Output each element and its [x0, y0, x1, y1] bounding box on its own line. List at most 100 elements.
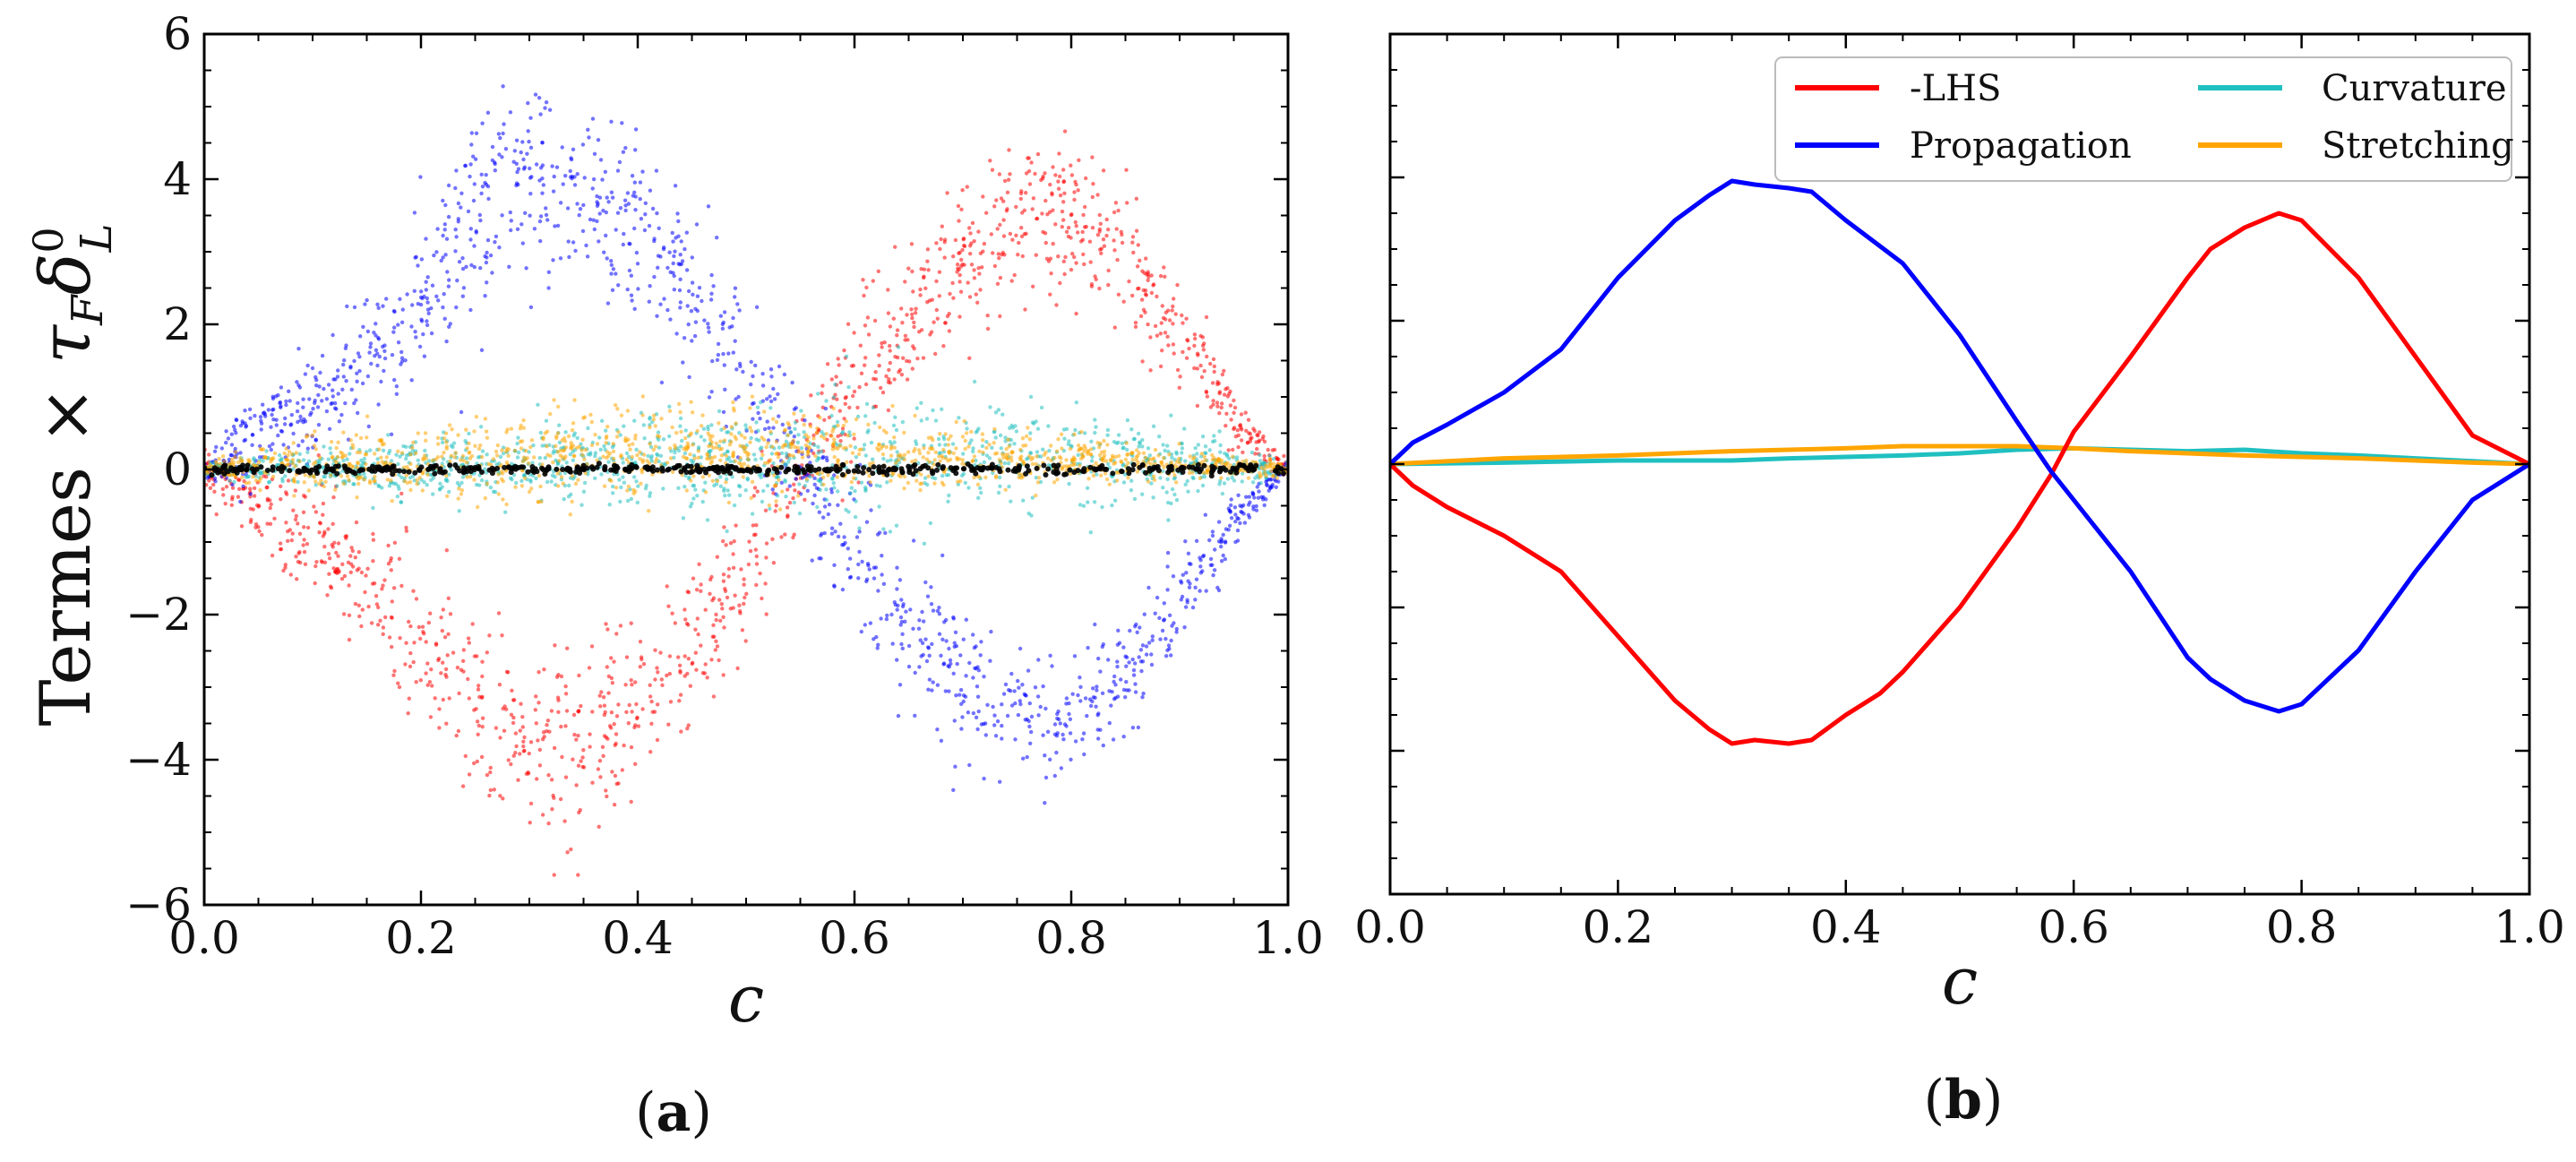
scatter-point — [988, 159, 992, 163]
scatter-point — [296, 383, 301, 388]
scatter-point — [365, 414, 370, 418]
scatter-point — [331, 332, 335, 338]
scatter-point — [670, 425, 674, 430]
scatter-point — [1199, 452, 1205, 456]
scatter-point — [529, 175, 534, 179]
scatter-point — [312, 443, 317, 448]
scatter-point — [1128, 628, 1132, 633]
scatter-point — [250, 433, 255, 437]
scatter-point — [1241, 459, 1245, 464]
scatter-point — [957, 416, 961, 420]
scatter-point — [764, 444, 769, 450]
scatter-point — [711, 623, 716, 627]
scatter-point — [1073, 219, 1078, 225]
scatter-point — [857, 526, 862, 530]
scatter-point — [322, 545, 327, 549]
scatter-point — [1010, 237, 1015, 242]
scatter-point — [1009, 279, 1014, 283]
scatter-point — [733, 339, 737, 343]
scatter-point — [1006, 452, 1010, 457]
scatter-point — [1095, 713, 1100, 718]
scatter-point — [636, 724, 641, 728]
scatter-point — [785, 454, 789, 459]
scatter-point — [947, 449, 952, 454]
scatter-point — [719, 446, 724, 452]
scatter-point — [283, 565, 288, 570]
scatter-point — [1250, 492, 1256, 497]
scatter-point — [537, 701, 541, 705]
scatter-point — [812, 482, 817, 486]
scatter-point — [296, 443, 301, 448]
scatter-point — [822, 504, 828, 509]
scatter-point — [246, 480, 252, 485]
scatter-point — [376, 335, 381, 340]
scatter-point — [692, 333, 698, 339]
scatter-point — [290, 531, 295, 536]
scatter-point — [723, 493, 727, 498]
scatter-point — [386, 562, 391, 566]
scatter-point — [1099, 251, 1103, 255]
scatter-point — [301, 458, 306, 462]
scatter-point — [764, 555, 769, 560]
scatter-point — [678, 277, 683, 281]
scatter-point — [424, 640, 428, 644]
scatter-point — [934, 279, 939, 284]
scatter-point — [691, 474, 696, 478]
scatter-point — [1195, 403, 1200, 409]
scatter-point — [1173, 312, 1178, 316]
scatter-point — [918, 487, 923, 493]
scatter-point — [670, 611, 674, 615]
scatter-point — [483, 180, 487, 185]
scatter-point — [931, 408, 935, 413]
scatter-point — [679, 729, 683, 734]
scatter-point — [703, 607, 708, 612]
scatter-point — [1113, 201, 1119, 205]
scatter-point — [1024, 443, 1028, 448]
scatter-point — [893, 245, 897, 249]
scatter-point — [571, 712, 577, 718]
scatter-point — [542, 667, 546, 672]
scatter-point — [1022, 208, 1027, 212]
scatter-point — [305, 363, 310, 368]
scatter-point — [888, 324, 893, 329]
scatter-point — [268, 505, 272, 511]
scatter-point — [1009, 499, 1013, 504]
scatter-point — [720, 326, 726, 331]
scatter-point — [774, 419, 779, 425]
scatter-point — [953, 630, 958, 634]
scatter-point — [1026, 668, 1031, 673]
scatter-point — [442, 222, 447, 227]
scatter-point — [318, 455, 322, 460]
scatter-point — [1107, 482, 1112, 486]
scatter-point — [702, 671, 708, 676]
scatter-point — [298, 414, 303, 419]
scatter-point — [683, 485, 687, 489]
scatter-point — [1184, 316, 1189, 321]
scatter-point — [638, 196, 642, 202]
scatter-point — [521, 157, 526, 162]
scatter-point — [973, 666, 977, 670]
scatter-point — [496, 132, 502, 136]
scatter-point — [414, 335, 418, 340]
scatter-point — [234, 417, 239, 423]
scatter-point — [1257, 430, 1262, 435]
scatter-point — [972, 475, 976, 480]
scatter-point — [913, 413, 917, 418]
scatter-point — [475, 719, 480, 724]
scatter-point — [988, 405, 992, 409]
scatter-point — [831, 395, 837, 400]
scatter-point — [555, 471, 560, 476]
scatter-point — [671, 271, 675, 275]
scatter-point — [472, 478, 477, 482]
scatter-point — [947, 665, 952, 669]
scatter-point — [498, 736, 502, 740]
scatter-point — [1131, 673, 1137, 677]
scatter-point — [1149, 662, 1155, 667]
scatter-point — [619, 413, 624, 417]
scatter-point — [605, 627, 610, 632]
scatter-point — [1183, 539, 1188, 544]
scatter-point — [702, 438, 707, 443]
scatter-point — [1267, 464, 1273, 469]
scatter-point — [683, 246, 687, 252]
scatter-point — [833, 529, 837, 534]
